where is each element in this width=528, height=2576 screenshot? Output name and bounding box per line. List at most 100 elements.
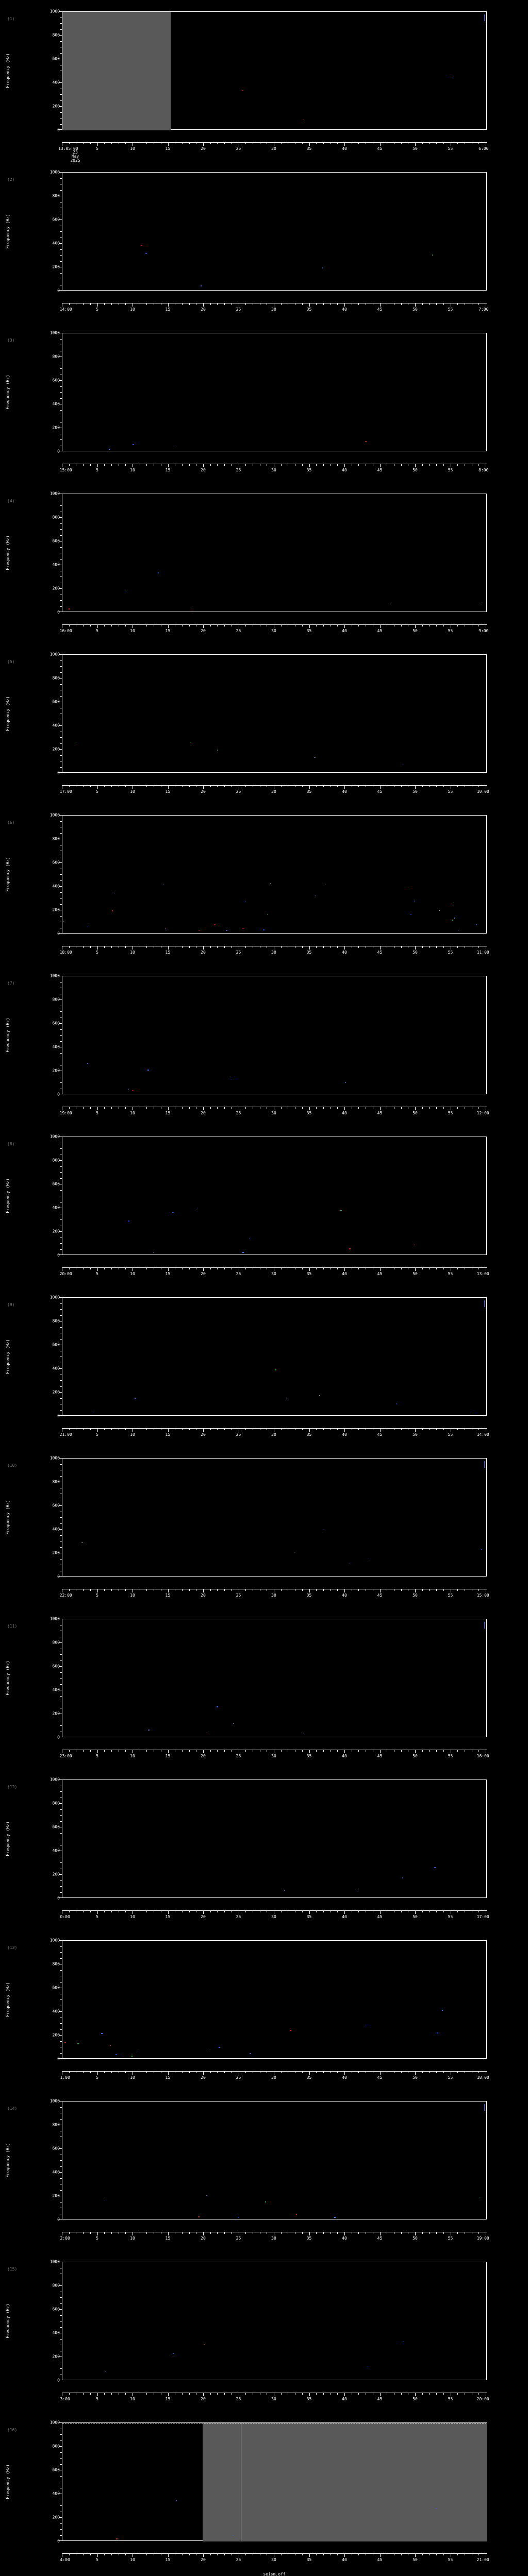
- detection-pixel: [176, 2500, 177, 2502]
- x-tick-major: [97, 142, 98, 146]
- y-tick-label: 800: [52, 1961, 60, 1967]
- x-tick-label: 35: [306, 1754, 312, 1758]
- y-tick-mark-minor: [60, 2029, 62, 2030]
- y-tick-mark-minor: [60, 368, 62, 369]
- x-tick-minor: [245, 1267, 246, 1269]
- x-tick-label: 15: [165, 1593, 171, 1598]
- detection-pixel: [289, 2030, 291, 2031]
- x-axis-line: [62, 142, 487, 143]
- x-tick-minor: [125, 624, 126, 626]
- y-tick-mark-minor: [60, 2338, 62, 2340]
- plot-area[interactable]: [62, 1137, 487, 1255]
- x-tick-label: 5: [96, 2075, 98, 2080]
- y-tick-mark-minor: [60, 1035, 62, 1036]
- x-tick-label: 50: [412, 789, 418, 794]
- plot-area[interactable]: [62, 1780, 487, 1898]
- plot-area[interactable]: [62, 1619, 487, 1737]
- x-tick-minor: [210, 1428, 211, 1430]
- y-axis-label-text: Frequency (Hz): [5, 1821, 10, 1856]
- plot-area[interactable]: [62, 976, 487, 1094]
- y-tick-label: 600: [52, 1985, 60, 1990]
- x-tick-major: [97, 1750, 98, 1753]
- x-tick-minor: [436, 624, 437, 626]
- y-tick-mark-minor: [60, 1172, 62, 1173]
- spectrogram-panel: Frequency (Hz) 0 200 400 600 800 1000 (15) 3:00 5…: [0, 2260, 528, 2409]
- x-tick-minor: [337, 1428, 338, 1430]
- y-tick-mark-minor: [60, 1558, 62, 1560]
- x-tick-minor: [323, 142, 324, 144]
- y-tick-mark: [59, 82, 62, 83]
- x-tick-label: 50: [412, 1754, 418, 1758]
- x-tick-minor: [69, 624, 70, 626]
- y-tick-label: 1000: [50, 1134, 60, 1139]
- x-tick-major: [415, 1750, 416, 1753]
- plot-area[interactable]: [62, 2101, 487, 2219]
- y-tick-label: 1000: [50, 1938, 60, 1943]
- x-tick-minor: [478, 2553, 480, 2555]
- x-tick-label: 50: [412, 1593, 418, 1598]
- plot-area[interactable]: [62, 333, 487, 451]
- plot-area[interactable]: [62, 2422, 487, 2541]
- y-axis: Frequency (Hz) 0 200 400 600 800 1000: [0, 492, 62, 615]
- x-tick-major: [97, 785, 98, 789]
- x-tick-major: [415, 1267, 416, 1271]
- x-tick-minor: [182, 1750, 183, 1752]
- y-tick-mark-minor: [60, 1696, 62, 1697]
- plot-area[interactable]: [62, 1297, 487, 1416]
- x-tick-label: 40: [342, 2397, 347, 2401]
- y-tick-mark-minor: [60, 261, 62, 262]
- x-tick-minor: [90, 2071, 91, 2073]
- y-tick-label: 600: [52, 2146, 60, 2151]
- plot-area[interactable]: [62, 1458, 487, 1577]
- x-tick-minor: [358, 2553, 359, 2555]
- x-tick-minor: [69, 946, 70, 948]
- x-tick-minor: [429, 303, 430, 305]
- plot-area[interactable]: [62, 815, 487, 934]
- x-tick-minor: [457, 1107, 458, 1109]
- y-tick-label: 600: [52, 1181, 60, 1187]
- y-tick-label: 600: [52, 1342, 60, 1347]
- x-axis-start-label: 1:00: [60, 2075, 70, 2080]
- x-tick-minor: [125, 303, 126, 305]
- x-tick-minor: [217, 1107, 218, 1109]
- x-tick-major: [415, 464, 416, 467]
- detection-pixel: [201, 285, 203, 286]
- x-tick-minor: [224, 2393, 225, 2395]
- x-tick-major: [97, 2232, 98, 2235]
- y-axis-label-text: Frequency (Hz): [5, 2303, 10, 2338]
- y-tick-mark-minor: [60, 29, 62, 30]
- y-tick-mark-minor: [60, 1535, 62, 1536]
- x-axis: 17:00 5 10 15 20 25 30 35 40 45 50 55 10:00: [60, 785, 489, 799]
- y-tick-mark-minor: [60, 2327, 62, 2328]
- x-tick-major: [344, 785, 345, 789]
- x-tick-label: 10: [130, 2075, 135, 2080]
- x-tick-minor: [401, 1428, 402, 1430]
- plot-area[interactable]: [62, 654, 487, 773]
- x-tick-minor: [358, 1428, 359, 1430]
- x-tick-major: [203, 1910, 204, 1914]
- y-axis-label: Frequency (Hz): [4, 2422, 11, 2541]
- plot-area[interactable]: [62, 1940, 487, 2059]
- x-tick-minor: [358, 785, 359, 787]
- x-tick-minor: [146, 1910, 147, 1912]
- x-tick-minor: [457, 303, 458, 305]
- detection-pixel: [69, 608, 71, 609]
- x-tick-minor: [401, 2232, 402, 2234]
- x-tick-minor: [323, 2393, 324, 2395]
- spectrogram-panel: Frequency (Hz) 0 200 400 600 800 1000 (4) 16:00 5…: [0, 492, 528, 641]
- plot-area[interactable]: [62, 2262, 487, 2380]
- x-tick-minor: [358, 1107, 359, 1109]
- y-axis-label-text: Frequency (Hz): [5, 1500, 10, 1535]
- x-tick-minor: [302, 464, 303, 466]
- x-tick-minor: [245, 1589, 246, 1591]
- x-tick-minor: [111, 1428, 112, 1430]
- plot-area[interactable]: [62, 11, 487, 130]
- x-tick-minor: [125, 142, 126, 144]
- plot-area[interactable]: [62, 172, 487, 291]
- y-tick-mark-minor: [60, 1821, 62, 1822]
- detection-pixel: [238, 2216, 240, 2218]
- x-tick-minor: [457, 2071, 458, 2073]
- plot-area[interactable]: [62, 494, 487, 612]
- y-tick-mark-minor: [60, 2107, 62, 2108]
- y-tick-mark: [59, 1415, 62, 1416]
